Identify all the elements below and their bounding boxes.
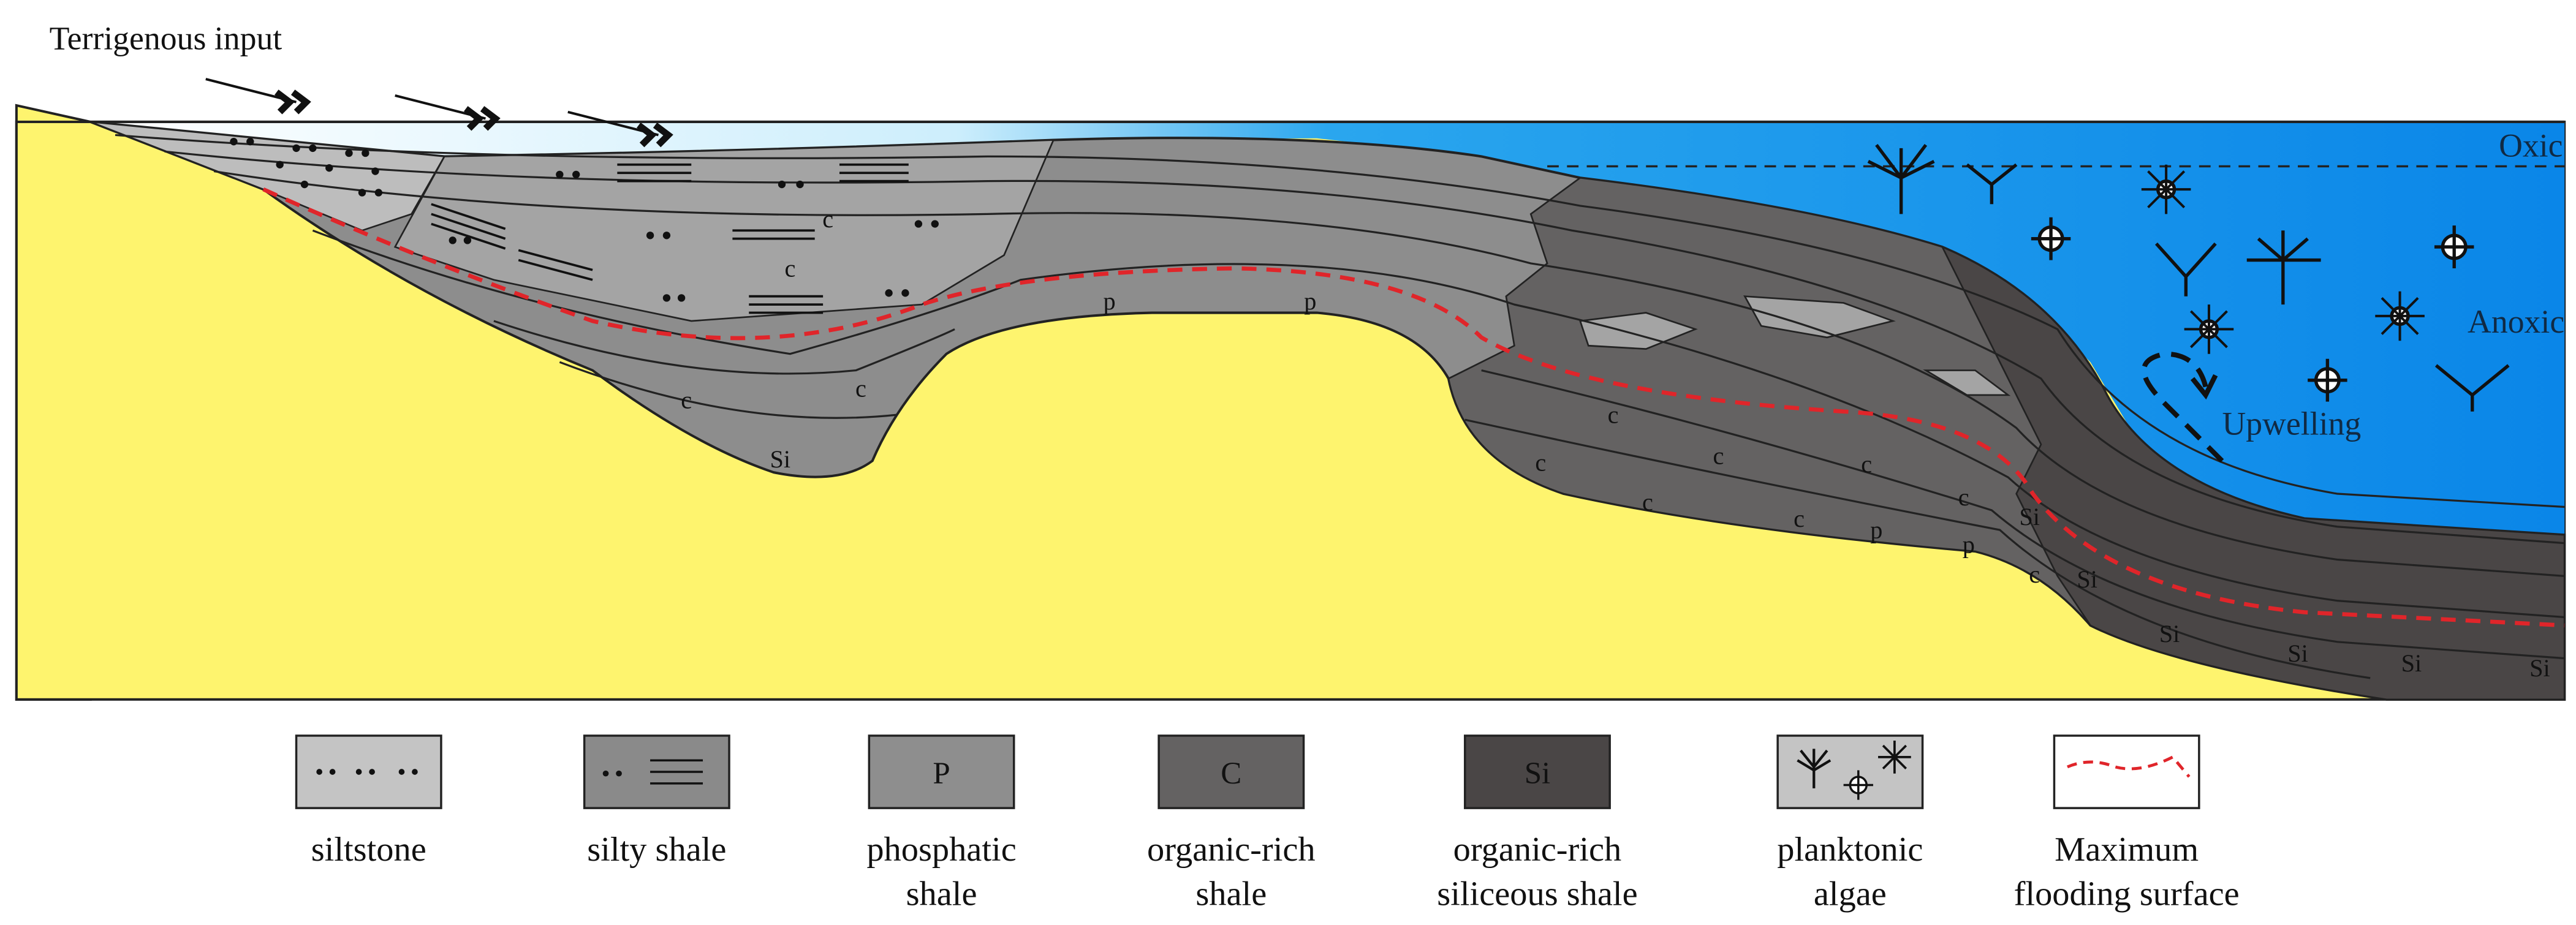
upwelling-arrow	[2141, 351, 2224, 463]
stratum	[164, 150, 2565, 545]
upwelling-arrowhead	[2190, 374, 2218, 400]
phosphatic-lens	[1923, 369, 2011, 396]
legend-swatch	[2053, 734, 2200, 809]
legend-swatch	[1776, 734, 1924, 809]
legend-label: siliceous shale	[1437, 875, 1637, 913]
annotation: Upwelling	[2222, 405, 2361, 442]
legend-label: organic-rich	[1147, 831, 1316, 869]
section-label: Si	[2287, 640, 2308, 667]
section-label: c	[1958, 483, 1969, 511]
section-label: Si	[2401, 649, 2422, 677]
phosphatic-lens	[1743, 295, 1896, 339]
section-label: Si	[2077, 565, 2097, 593]
stratum	[559, 361, 2371, 679]
legend-symbol: P	[933, 757, 950, 791]
section-label: p	[1304, 287, 1316, 315]
section-label: c	[1713, 442, 1724, 470]
legend-label: flooding surface	[2014, 875, 2240, 913]
legend	[295, 734, 2200, 809]
section-label: Si	[2529, 654, 2550, 682]
section-label: p	[1870, 516, 1882, 544]
legend-label: Maximum	[2055, 831, 2199, 869]
legend-swatch	[868, 734, 1015, 809]
section-label: c	[1535, 448, 1546, 476]
silty-shale-zone	[393, 139, 1055, 322]
algae-icons	[1867, 143, 2510, 412]
legend-label: shale	[1195, 875, 1267, 913]
section-label: c	[1608, 401, 1619, 429]
stratum	[213, 170, 2565, 577]
legend-label: planktonic	[1777, 831, 1923, 869]
stratum	[115, 134, 2565, 508]
section-label: c	[1861, 450, 1872, 478]
section-label: p	[1963, 531, 1975, 559]
annotation: Anoxic	[2468, 303, 2564, 340]
lithology-symbols	[230, 138, 939, 314]
legend-label: shale	[906, 875, 977, 913]
legend-label: algae	[1814, 875, 1887, 913]
section-label: c	[784, 254, 795, 282]
section-label: p	[1103, 287, 1115, 315]
legend-label: siltstone	[311, 831, 426, 869]
stratum	[493, 320, 2565, 660]
legend-symbol: Si	[1525, 757, 1551, 791]
terrigenous-arrows	[205, 78, 673, 148]
annotation: Oxic	[2499, 127, 2563, 164]
legend-swatch	[1157, 734, 1305, 809]
section-label: c	[2029, 561, 2040, 588]
annotation: Terrigenous input	[50, 20, 282, 57]
section-label: c	[1794, 505, 1805, 532]
section-label: Si	[2019, 503, 2040, 530]
section-label: c	[681, 386, 692, 413]
legend-swatch	[1464, 734, 1611, 809]
legend-label: organic-rich	[1453, 831, 1622, 869]
legend-label: silty shale	[587, 831, 726, 869]
section-label: c	[855, 375, 866, 402]
phosphatic-lens	[1579, 312, 1698, 350]
section-label: c	[822, 205, 833, 233]
maximum-flooding-surface	[262, 187, 2565, 628]
sea	[90, 121, 2565, 535]
legend-symbol: C	[1221, 757, 1241, 791]
section-label: c	[1642, 488, 1653, 516]
siliceous-shale-zone	[1940, 245, 2566, 701]
section-label: Si	[2159, 620, 2180, 648]
section-label: Si	[770, 445, 790, 473]
legend-label: phosphatic	[866, 831, 1016, 869]
